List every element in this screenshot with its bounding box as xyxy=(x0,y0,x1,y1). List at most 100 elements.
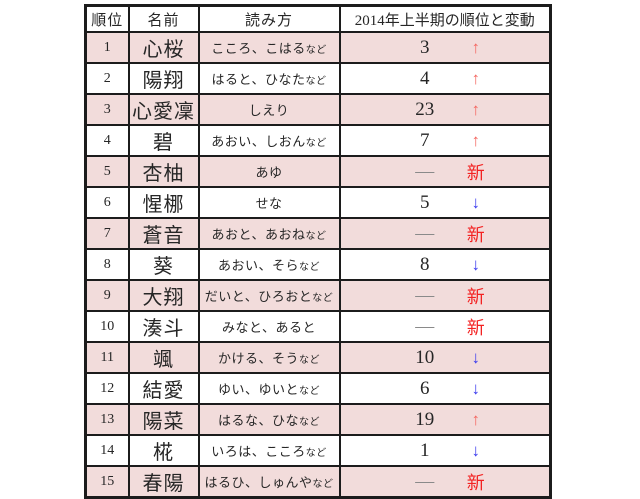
up-arrow-icon: ↑ xyxy=(471,409,481,429)
table-row: 1 心桜 こころ、こはるなど 3 ↑ xyxy=(84,31,552,64)
down-arrow-icon: ↓ xyxy=(471,378,481,398)
change-group: ― 新 xyxy=(342,314,549,340)
table-row: 10 湊斗 みなと、あると ― 新 xyxy=(84,310,552,343)
name-cell: 葵 xyxy=(127,248,200,281)
change-cell: ― 新 xyxy=(338,155,552,188)
reading-cell: あおい、しおんなど xyxy=(197,124,341,157)
table-row: 15 春陽 はるひ、しゅんやなど ― 新 xyxy=(84,465,552,499)
rank-cell: 2 xyxy=(84,62,130,95)
reading-suffix: など xyxy=(312,479,334,490)
up-arrow-icon: ↑ xyxy=(471,130,481,150)
previous-rank: ― xyxy=(415,222,435,244)
name-cell: 湊斗 xyxy=(127,310,200,343)
change-cell: 6 ↓ xyxy=(338,372,552,405)
new-entry-badge: 新 xyxy=(466,317,485,338)
table-row: 7 蒼音 あおと、あおねなど ― 新 xyxy=(84,217,552,250)
header-row: 順位 名前 読み方 2014年上半期の順位と変動 xyxy=(84,4,552,33)
change-cell: 8 ↓ xyxy=(338,248,552,281)
reading-text: あおと、あおね xyxy=(211,227,306,242)
change-group: 3 ↑ xyxy=(342,37,549,59)
table-row: 8 葵あおい、そらなど 8 ↓ xyxy=(84,248,552,281)
previous-rank: 19 xyxy=(415,408,435,430)
reading-suffix: など xyxy=(305,76,327,87)
reading-cell: かける、そうなど xyxy=(197,341,341,374)
down-arrow-icon: ↓ xyxy=(471,440,481,460)
reading-text: みなと、あると xyxy=(222,320,316,335)
previous-rank: 6 xyxy=(420,377,430,399)
previous-rank: 4 xyxy=(420,67,430,89)
name-cell: 杏柚 xyxy=(127,155,200,188)
rank-cell: 8 xyxy=(84,248,130,281)
reading-text: ゆい、ゆいと xyxy=(217,382,299,397)
rank-cell: 9 xyxy=(84,279,130,312)
new-entry-badge: 新 xyxy=(466,162,485,183)
page: 順位 名前 読み方 2014年上半期の順位と変動 1 心桜 こころ、こはるなど 3 ↑ 2… xyxy=(84,4,552,499)
change-cell: 4 ↑ xyxy=(338,62,552,95)
reading-text: あおい、しおん xyxy=(211,134,306,149)
name-cell: 大翔 xyxy=(127,279,200,312)
change-group: 23 ↑ xyxy=(342,99,549,121)
reading-suffix: など xyxy=(305,138,327,149)
header-change: 2014年上半期の順位と変動 xyxy=(338,4,552,33)
reading-text: かける、そう xyxy=(217,351,299,366)
down-arrow-icon: ↓ xyxy=(471,254,481,274)
change-cell: ― 新 xyxy=(338,310,552,343)
change-cell: 3 ↑ xyxy=(338,31,552,64)
previous-rank: 1 xyxy=(420,439,430,461)
header-reading: 読み方 xyxy=(197,4,341,33)
rank-cell: 11 xyxy=(84,341,130,374)
rank-cell: 7 xyxy=(84,217,130,250)
reading-cell: こころ、こはるなど xyxy=(197,31,341,64)
name-cell: 蒼音 xyxy=(127,217,200,250)
reading-text: こころ、こはる xyxy=(211,41,306,56)
name-cell: 椛 xyxy=(127,434,200,467)
reading-cell: いろは、こころなど xyxy=(197,434,341,467)
rank-cell: 10 xyxy=(84,310,130,343)
change-cell: ― 新 xyxy=(338,279,552,312)
change-cell: ― 新 xyxy=(338,465,552,499)
change-cell: 23 ↑ xyxy=(338,93,552,126)
reading-suffix: など xyxy=(299,262,320,273)
table-row: 13 陽菜 はるな、ひななど 19 ↑ xyxy=(84,403,552,436)
reading-cell: はると、ひなたなど xyxy=(197,62,341,95)
change-group: 4 ↑ xyxy=(342,67,549,90)
reading-cell: しえり xyxy=(197,93,341,126)
change-group: 6 ↓ xyxy=(342,377,549,400)
name-cell: 陽翔 xyxy=(127,62,200,95)
change-cell: 19 ↑ xyxy=(338,403,552,436)
table-row: 2 陽翔 はると、ひなたなど 4 ↑ xyxy=(84,62,552,95)
reading-cell: だいと、ひろおとなど xyxy=(197,279,341,312)
table-row: 6 惺梛 せな 5 ↓ xyxy=(84,186,552,219)
baby-name-ranking-table: 順位 名前 読み方 2014年上半期の順位と変動 1 心桜 こころ、こはるなど 3 ↑ 2… xyxy=(84,4,552,499)
reading-cell: あおい、そらなど xyxy=(197,248,341,281)
ranking-table-container: 順位 名前 読み方 2014年上半期の順位と変動 1 心桜 こころ、こはるなど 3 ↑ 2… xyxy=(84,4,552,499)
header-rank: 順位 xyxy=(84,4,130,33)
change-group: 10 ↓ xyxy=(342,347,549,369)
reading-text: あおい、そら xyxy=(217,258,299,273)
change-group: ― 新 xyxy=(342,221,549,247)
table-row: 14 椛いろは、こころなど 1 ↓ xyxy=(84,434,552,467)
table-row: 12 結愛 ゆい、ゆいとなど 6 ↓ xyxy=(84,372,552,405)
previous-rank: ― xyxy=(415,284,435,306)
change-group: ― 新 xyxy=(342,159,549,185)
reading-cell: はるひ、しゅんやなど xyxy=(197,465,341,499)
change-group: 5 ↓ xyxy=(342,191,549,214)
new-entry-badge: 新 xyxy=(466,472,485,493)
previous-rank: 5 xyxy=(420,191,430,213)
header-name: 名前 xyxy=(127,4,200,33)
name-cell: 颯 xyxy=(127,341,200,374)
name-cell: 碧 xyxy=(127,124,200,157)
previous-rank: 8 xyxy=(420,253,430,275)
rank-cell: 1 xyxy=(84,31,130,64)
new-entry-badge: 新 xyxy=(466,224,485,245)
name-cell: 陽菜 xyxy=(127,403,200,436)
change-group: ― 新 xyxy=(342,469,549,495)
reading-cell: はるな、ひななど xyxy=(197,403,341,436)
change-group: 1 ↓ xyxy=(342,439,549,462)
reading-text: いろは、こころ xyxy=(211,444,306,459)
up-arrow-icon: ↑ xyxy=(471,99,481,119)
up-arrow-icon: ↑ xyxy=(471,68,481,88)
change-group: ― 新 xyxy=(342,283,549,309)
table-row: 3 心愛凜 しえり 23 ↑ xyxy=(84,93,552,126)
down-arrow-icon: ↓ xyxy=(471,192,481,212)
